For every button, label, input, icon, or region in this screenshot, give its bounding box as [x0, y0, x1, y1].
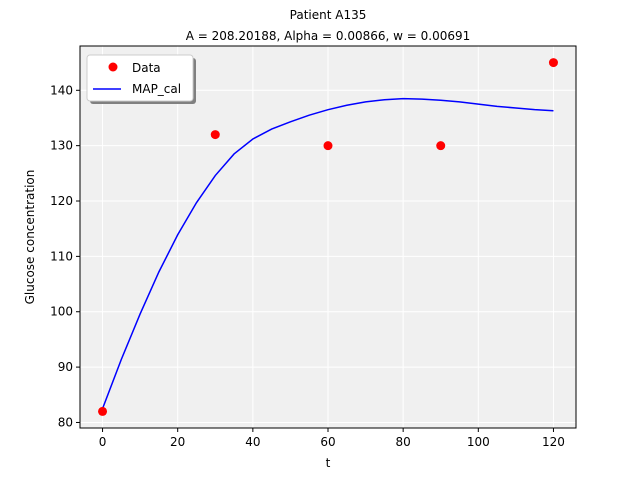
- data-point: [210, 130, 220, 140]
- legend: Data MAP_cal: [86, 54, 196, 104]
- chart-title: Patient A135: [290, 8, 367, 22]
- data-point: [548, 58, 558, 68]
- y-tick-label: 110: [50, 249, 73, 263]
- chart-subtitle: A = 208.20188, Alpha = 0.00866, w = 0.00…: [186, 29, 471, 43]
- y-axis-label: Glucose concentration: [23, 170, 37, 305]
- data-point: [436, 141, 446, 151]
- x-tick-label: 0: [99, 435, 107, 449]
- x-tick-label: 120: [542, 435, 565, 449]
- series: [98, 58, 558, 416]
- y-tick-label: 120: [50, 194, 73, 208]
- x-axis-label: t: [326, 456, 331, 470]
- y-tick-label: 100: [50, 305, 73, 319]
- legend-marker-data: [108, 62, 118, 72]
- y-tick-label: 80: [58, 415, 73, 429]
- x-tick-label: 40: [245, 435, 260, 449]
- x-tick-label: 20: [170, 435, 185, 449]
- ticks: 0 20 40 60 80 100 120 80 90 100 110 120 130 140: [50, 83, 565, 449]
- grid: [80, 46, 576, 428]
- x-tick-label: 60: [320, 435, 335, 449]
- x-tick-label: 80: [396, 435, 411, 449]
- y-tick-label: 140: [50, 83, 73, 97]
- y-tick-label: 90: [58, 360, 73, 374]
- data-point: [323, 141, 333, 151]
- data-point: [98, 406, 108, 416]
- x-tick-label: 100: [467, 435, 490, 449]
- series-line-map-cal: [101, 97, 554, 409]
- legend-label-map-cal: MAP_cal: [132, 82, 181, 96]
- y-tick-label: 130: [50, 139, 73, 153]
- legend-label-data: Data: [132, 61, 161, 75]
